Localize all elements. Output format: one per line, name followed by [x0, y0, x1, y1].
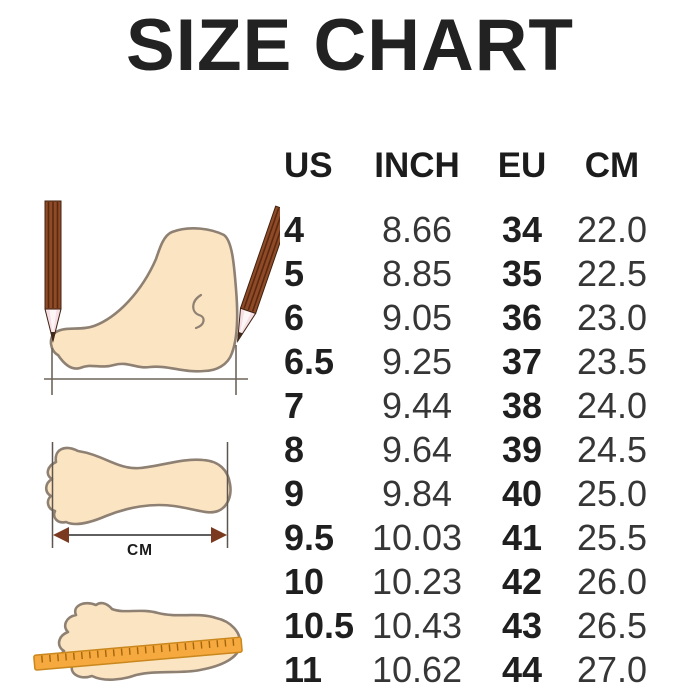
ruler-icon [33, 636, 243, 671]
cell-eu: 38 [501, 385, 543, 426]
foot-side-measure-illustration [44, 200, 280, 395]
foot-side-icon [49, 226, 239, 373]
pencil-icon [237, 205, 280, 343]
size-table-body: 4 8.66 34 22.0 5 8.85 35 22.5 6 9.05 36 23.0 6.5 9.25… [272, 208, 672, 692]
baseline-icon [44, 345, 248, 395]
cell-eu: 44 [501, 649, 543, 690]
size-table-header: US INCH EU CM [272, 142, 672, 190]
footprint-icon [44, 446, 232, 526]
cell-eu: 40 [501, 473, 543, 514]
page-title: SIZE CHART [126, 5, 574, 86]
measure-guide-lines [51, 442, 229, 548]
cell-inch: 10.03 [371, 517, 463, 558]
table-row: 9 9.84 40 25.0 [272, 472, 672, 516]
foot-ruler-illustration [33, 601, 243, 681]
cell-eu: 37 [501, 341, 543, 382]
cell-eu: 42 [501, 561, 543, 602]
cell-us: 9 [284, 473, 305, 514]
cell-us: 10.5 [284, 605, 355, 646]
size-table: US INCH EU CM 4 8.66 34 22.0 5 8.85 35 22.5 6 9.0… [272, 142, 672, 692]
cell-us: 4 [284, 209, 305, 250]
column-header-cm: CM [584, 146, 640, 185]
cell-us: 5 [284, 253, 305, 294]
cell-us: 10 [284, 561, 325, 602]
cell-cm: 22.5 [576, 253, 648, 294]
cell-inch: 8.85 [381, 253, 453, 294]
table-row: 10.5 10.43 43 26.5 [272, 604, 672, 648]
cell-cm: 25.5 [576, 517, 648, 558]
cell-cm: 22.0 [576, 209, 648, 250]
cell-inch: 9.05 [381, 297, 453, 338]
table-row: 10 10.23 42 26.0 [272, 560, 672, 604]
table-row: 5 8.85 35 22.5 [272, 252, 672, 296]
cell-cm: 23.5 [576, 341, 648, 382]
cell-inch: 9.25 [381, 341, 453, 382]
cell-inch: 9.64 [381, 429, 453, 470]
measure-arrow-icon [53, 527, 227, 543]
cell-eu: 36 [501, 297, 543, 338]
cell-cm: 27.0 [576, 649, 648, 690]
table-row: 4 8.66 34 22.0 [272, 208, 672, 252]
cell-cm: 23.0 [576, 297, 648, 338]
cell-us: 11 [284, 649, 323, 690]
cell-inch: 10.23 [371, 561, 463, 602]
cell-us: 7 [284, 385, 305, 426]
ankle-mark-icon [192, 293, 205, 330]
cell-cm: 26.5 [576, 605, 648, 646]
cell-inch: 10.62 [371, 649, 463, 690]
column-header-eu: EU [497, 146, 547, 185]
length-unit-label: CM [127, 542, 153, 559]
foot-length-illustration: CM [44, 442, 232, 559]
cell-inch: 9.44 [381, 385, 453, 426]
cell-us: 8 [284, 429, 305, 470]
table-row: 6 9.05 36 23.0 [272, 296, 672, 340]
table-row: 7 9.44 38 24.0 [272, 384, 672, 428]
cell-cm: 26.0 [576, 561, 648, 602]
cell-cm: 24.5 [576, 429, 648, 470]
cell-cm: 25.0 [576, 473, 648, 514]
cell-eu: 35 [501, 253, 543, 294]
column-header-us: US [284, 146, 333, 185]
cell-us: 6 [284, 297, 305, 338]
cell-inch: 9.84 [381, 473, 453, 514]
cell-cm: 24.0 [576, 385, 648, 426]
cell-inch: 8.66 [381, 209, 453, 250]
cell-us: 9.5 [284, 517, 335, 558]
cell-inch: 10.43 [371, 605, 463, 646]
cell-eu: 43 [501, 605, 543, 646]
cell-us: 6.5 [284, 341, 335, 382]
cell-eu: 34 [501, 209, 543, 250]
table-row: 11 10.62 44 27.0 [272, 648, 672, 692]
column-header-inch: INCH [374, 146, 460, 185]
table-row: 8 9.64 39 24.5 [272, 428, 672, 472]
table-row: 9.5 10.03 41 25.5 [272, 516, 672, 560]
table-row: 6.5 9.25 37 23.5 [272, 340, 672, 384]
cell-eu: 39 [501, 429, 543, 470]
cell-eu: 41 [501, 517, 543, 558]
pencil-icon [44, 200, 62, 343]
